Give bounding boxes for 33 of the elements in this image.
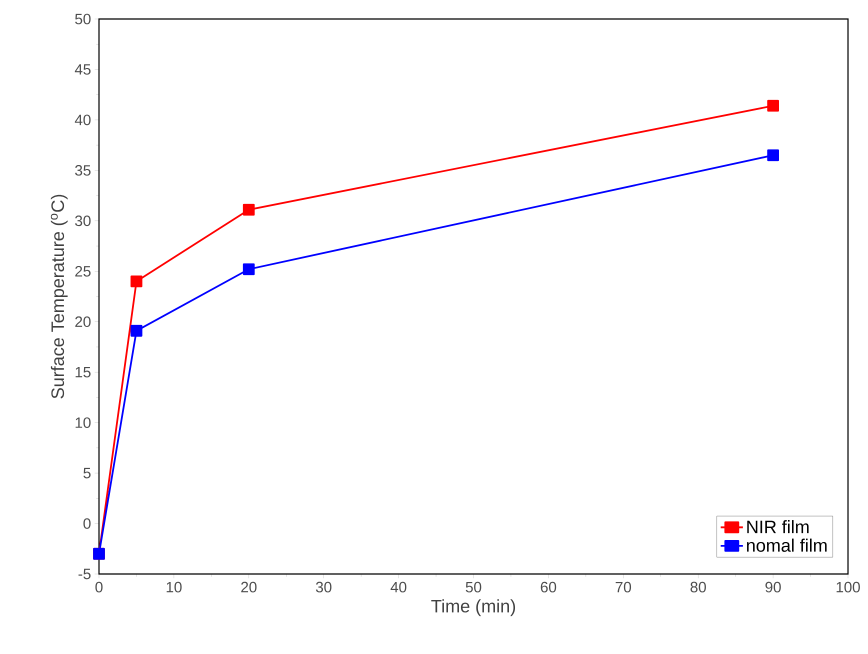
- x-tick-label: 40: [390, 582, 406, 592]
- x-tick-label: 0: [95, 582, 103, 592]
- x-tick-label: 80: [690, 582, 706, 592]
- point: [767, 100, 780, 112]
- x-tick-label: 10: [166, 582, 182, 592]
- x-tick-label: 50: [466, 582, 482, 592]
- point: [242, 204, 255, 216]
- y-tick-label: 45: [74, 64, 91, 75]
- x-axis-title: Time (min): [431, 599, 516, 616]
- x-tick-label: 100: [836, 582, 860, 592]
- point: [130, 324, 142, 337]
- legend-label: nomal film: [746, 538, 827, 552]
- x-tick-label: 90: [765, 582, 781, 592]
- point: [130, 275, 142, 288]
- y-axis-title: Surface Temperature ($^{o}$C): [50, 194, 68, 398]
- y-tick-label: 40: [74, 114, 91, 126]
- point: [767, 149, 780, 162]
- y-tick-label: 25: [75, 266, 91, 277]
- y-tick-label: 5: [83, 468, 91, 478]
- y-tick-label: 30: [75, 216, 91, 226]
- y-tick-label: 50: [75, 14, 91, 24]
- point: [242, 263, 255, 276]
- y-tick-label: 0: [83, 518, 91, 529]
- y-tick-label: 15: [76, 366, 91, 378]
- y-tick-label: 20: [75, 316, 91, 328]
- x-tick-label: 60: [540, 582, 556, 592]
- legend-label: NIR film: [747, 520, 809, 534]
- y-tick-label: -5: [78, 568, 91, 580]
- x-tick-label: 30: [316, 582, 332, 592]
- y-tick-label: 35: [75, 165, 91, 176]
- y-tick-label: 10: [76, 417, 91, 428]
- x-tick-label: 20: [241, 582, 257, 592]
- x-tick-label: 70: [616, 582, 632, 592]
